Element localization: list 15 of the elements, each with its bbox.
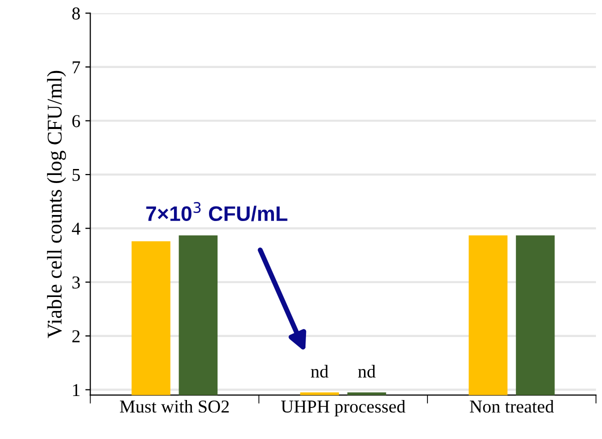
y-tick-label: 1 [73, 384, 80, 396]
x-tick-label: UHPH processed [281, 400, 406, 416]
data-label: nd [358, 364, 376, 378]
y-tick-label: 4 [72, 222, 80, 235]
data-label: nd [310, 364, 328, 378]
y-tick-label: 7 [72, 61, 80, 74]
y-axis-title: Viable cell counts (log CFU/ml) [47, 70, 66, 338]
x-tick-label: Non treated [470, 400, 554, 413]
y-tick-label: 3 [72, 276, 80, 289]
y-tick-label: 2 [72, 330, 80, 342]
y-tick-label: 6 [72, 115, 80, 128]
y-tick-label: 8 [72, 7, 80, 20]
annotation: 7×10$^{3}$ CFU/mL [146, 202, 288, 222]
y-tick-label: 5 [72, 168, 80, 181]
x-tick-label: Must with SO2 [120, 400, 229, 413]
